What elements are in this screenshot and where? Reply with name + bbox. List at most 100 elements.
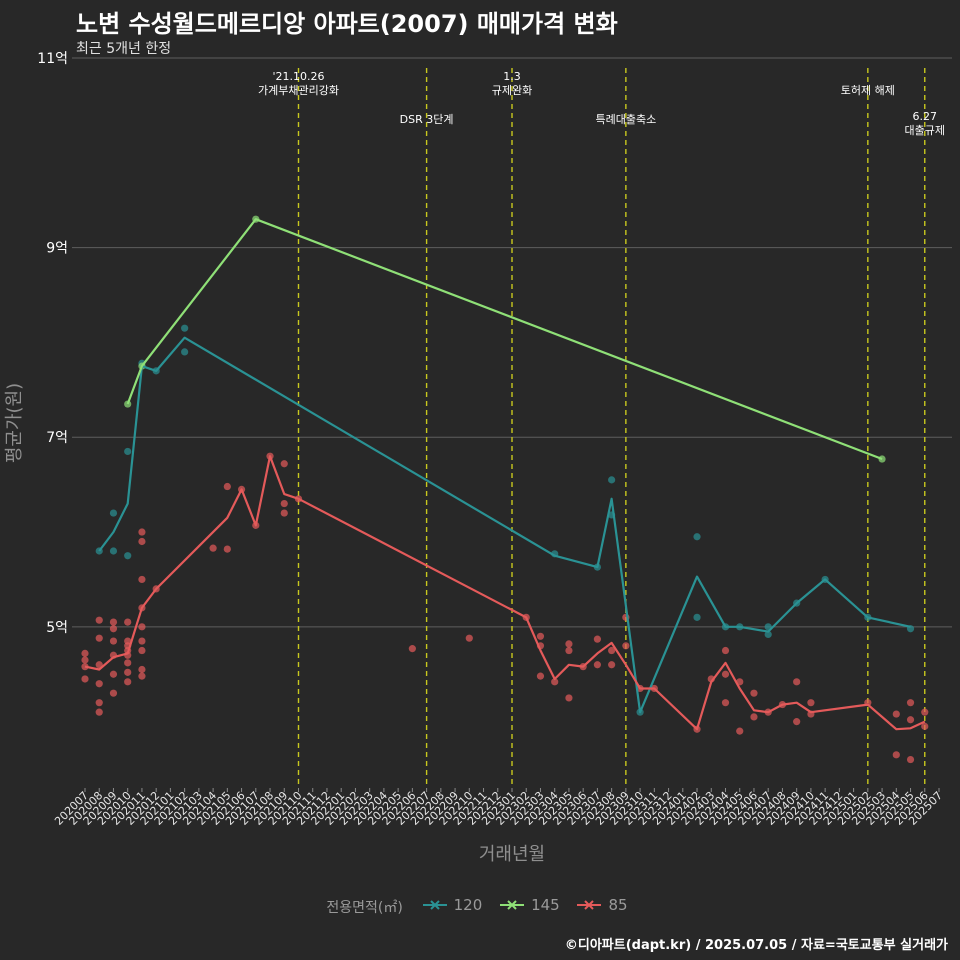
event-label: 대출규제 <box>905 124 945 137</box>
data-point-85 <box>223 545 231 553</box>
data-point-85 <box>906 716 915 724</box>
data-point-85 <box>109 618 118 626</box>
chart-subtitle: 최근 5개년 한정 <box>76 41 172 57</box>
data-point-85 <box>95 708 103 716</box>
data-point-85 <box>280 509 288 517</box>
data-point-85 <box>750 713 758 721</box>
data-point-85 <box>906 755 915 764</box>
series-line-85 <box>84 455 926 731</box>
data-point-85 <box>223 482 231 491</box>
event-label: '21.10.26 <box>272 70 324 83</box>
data-point-85 <box>81 656 89 664</box>
data-point-85 <box>750 689 758 697</box>
data-point-120 <box>693 533 701 541</box>
series-line-145 <box>126 218 883 461</box>
y-tick-label: 11억 <box>37 51 68 67</box>
data-point-85 <box>138 637 146 645</box>
data-point-85 <box>892 751 900 759</box>
data-point-85 <box>138 575 146 584</box>
data-point-85 <box>138 623 146 631</box>
data-point-85 <box>138 537 146 546</box>
data-point-85 <box>95 680 103 688</box>
price-chart: 5억7억9억11억2020072020082020092020102020112… <box>4 51 952 865</box>
legend-label: 145 <box>531 896 560 914</box>
data-point-85 <box>608 646 616 655</box>
chart-title: 노변 수성월드메르디앙 아파트(2007) 매매가격 변화 <box>76 10 618 38</box>
data-point-85 <box>906 699 915 707</box>
data-point-85 <box>81 649 89 657</box>
data-point-85 <box>95 634 103 642</box>
data-point-85 <box>593 635 602 643</box>
data-point-120 <box>124 552 132 560</box>
event-label: 1.3 <box>503 70 521 83</box>
data-point-85 <box>565 640 573 648</box>
data-point-85 <box>124 659 132 667</box>
data-point-85 <box>109 637 118 645</box>
data-point-85 <box>109 625 118 633</box>
legend-label: 120 <box>453 896 483 914</box>
data-point-85 <box>138 528 146 536</box>
legend-title: 전용면적(㎡) <box>326 900 403 916</box>
data-point-85 <box>81 675 89 683</box>
y-tick-label: 9억 <box>46 241 68 257</box>
y-axis-title: 평균가(원) <box>4 383 25 463</box>
data-point-85 <box>124 678 132 686</box>
event-label: 6.27 <box>913 110 938 123</box>
data-point-120 <box>109 547 118 555</box>
data-point-120 <box>181 348 189 356</box>
data-point-85 <box>721 670 730 678</box>
data-point-85 <box>536 672 545 680</box>
data-point-85 <box>95 699 103 707</box>
data-point-85 <box>807 699 815 707</box>
data-point-85 <box>209 544 217 552</box>
legend-item-85: 85 <box>576 896 628 914</box>
x-axis-title: 거래년월 <box>479 844 545 865</box>
legend-item-120: 120 <box>422 896 483 914</box>
event-label: 특례대출축소 <box>595 113 656 126</box>
event-label: 규제완화 <box>492 84 532 97</box>
data-point-120 <box>693 613 701 621</box>
data-point-85 <box>536 632 545 640</box>
source-caption: ©디아파트(dapt.kr) / 2025.07.05 / 자료=국토교통부 실… <box>564 938 948 953</box>
data-point-85 <box>124 668 132 676</box>
legend-key-icon <box>422 900 447 910</box>
data-point-85 <box>138 672 146 680</box>
data-point-85 <box>551 678 559 686</box>
data-point-85 <box>565 646 573 655</box>
data-point-120 <box>181 324 189 332</box>
data-point-85 <box>124 618 132 626</box>
data-point-85 <box>921 722 929 730</box>
data-point-85 <box>280 499 288 508</box>
legend-key-icon <box>500 900 525 910</box>
data-point-85 <box>622 642 630 650</box>
legend-key-icon <box>577 900 602 910</box>
data-point-85 <box>95 616 103 624</box>
legend: 전용면적(㎡) 120 145 85 <box>0 896 960 917</box>
data-point-85 <box>921 708 929 716</box>
data-point-85 <box>793 718 801 726</box>
data-point-85 <box>465 634 473 642</box>
data-point-85 <box>593 661 602 669</box>
data-point-120 <box>608 476 616 484</box>
legend-item-145: 145 <box>499 896 560 914</box>
data-point-85 <box>280 460 288 468</box>
event-label: 가계부채관리강화 <box>258 84 339 97</box>
y-tick-label: 7억 <box>46 430 68 446</box>
data-point-85 <box>721 699 730 707</box>
data-point-85 <box>721 646 730 655</box>
data-point-85 <box>138 646 146 655</box>
data-point-85 <box>892 710 900 718</box>
data-point-85 <box>736 727 744 735</box>
data-point-85 <box>408 645 416 653</box>
data-point-85 <box>109 670 118 678</box>
data-point-85 <box>793 678 801 686</box>
data-point-85 <box>565 694 573 702</box>
data-point-120 <box>109 509 118 517</box>
data-point-85 <box>138 665 146 674</box>
event-label: 토허제 해제 <box>841 83 895 97</box>
data-point-85 <box>608 661 616 669</box>
data-point-120 <box>124 447 132 456</box>
series-line-120 <box>98 336 911 714</box>
y-tick-label: 5억 <box>46 620 68 636</box>
data-point-120 <box>764 630 772 639</box>
